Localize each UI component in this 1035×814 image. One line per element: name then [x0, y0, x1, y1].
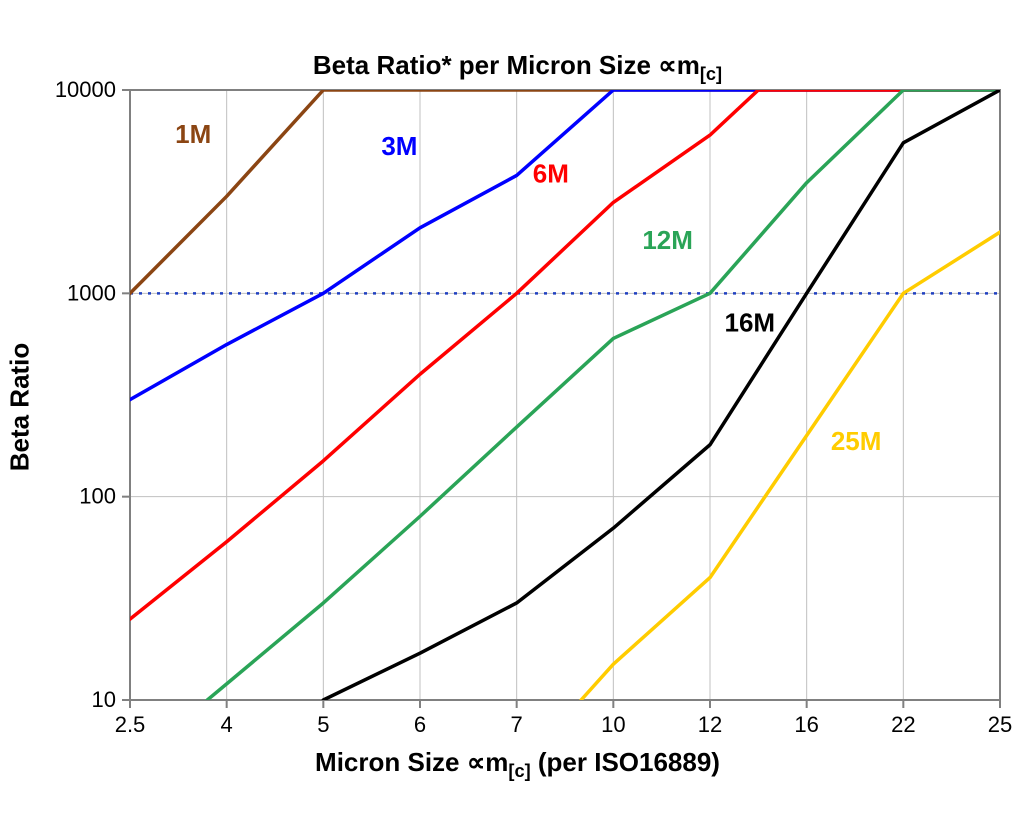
svg-text:12: 12 — [698, 712, 722, 737]
svg-text:100: 100 — [79, 484, 116, 509]
svg-text:25M: 25M — [831, 426, 882, 456]
svg-text:12M: 12M — [642, 225, 693, 255]
svg-text:2.5: 2.5 — [115, 712, 146, 737]
svg-text:6: 6 — [414, 712, 426, 737]
svg-text:1M: 1M — [175, 119, 211, 149]
svg-text:10: 10 — [92, 687, 116, 712]
chart-container: Beta Ratio* per Micron Size ∝m[c] Beta R… — [0, 0, 1035, 814]
chart-plot: 2.5 4 5 6 7 10 12 16 22 25 10 100 1000 10000 1M 3M 6M 12M… — [0, 0, 1035, 814]
svg-text:7: 7 — [511, 712, 523, 737]
svg-text:5: 5 — [317, 712, 329, 737]
svg-text:16M: 16M — [725, 307, 776, 337]
svg-text:4: 4 — [221, 712, 233, 737]
svg-text:16: 16 — [794, 712, 818, 737]
svg-text:6M: 6M — [533, 159, 569, 189]
svg-text:10000: 10000 — [55, 77, 116, 102]
svg-text:25: 25 — [988, 712, 1012, 737]
svg-text:3M: 3M — [381, 131, 417, 161]
svg-text:1000: 1000 — [67, 280, 116, 305]
svg-text:10: 10 — [601, 712, 625, 737]
svg-text:22: 22 — [891, 712, 915, 737]
